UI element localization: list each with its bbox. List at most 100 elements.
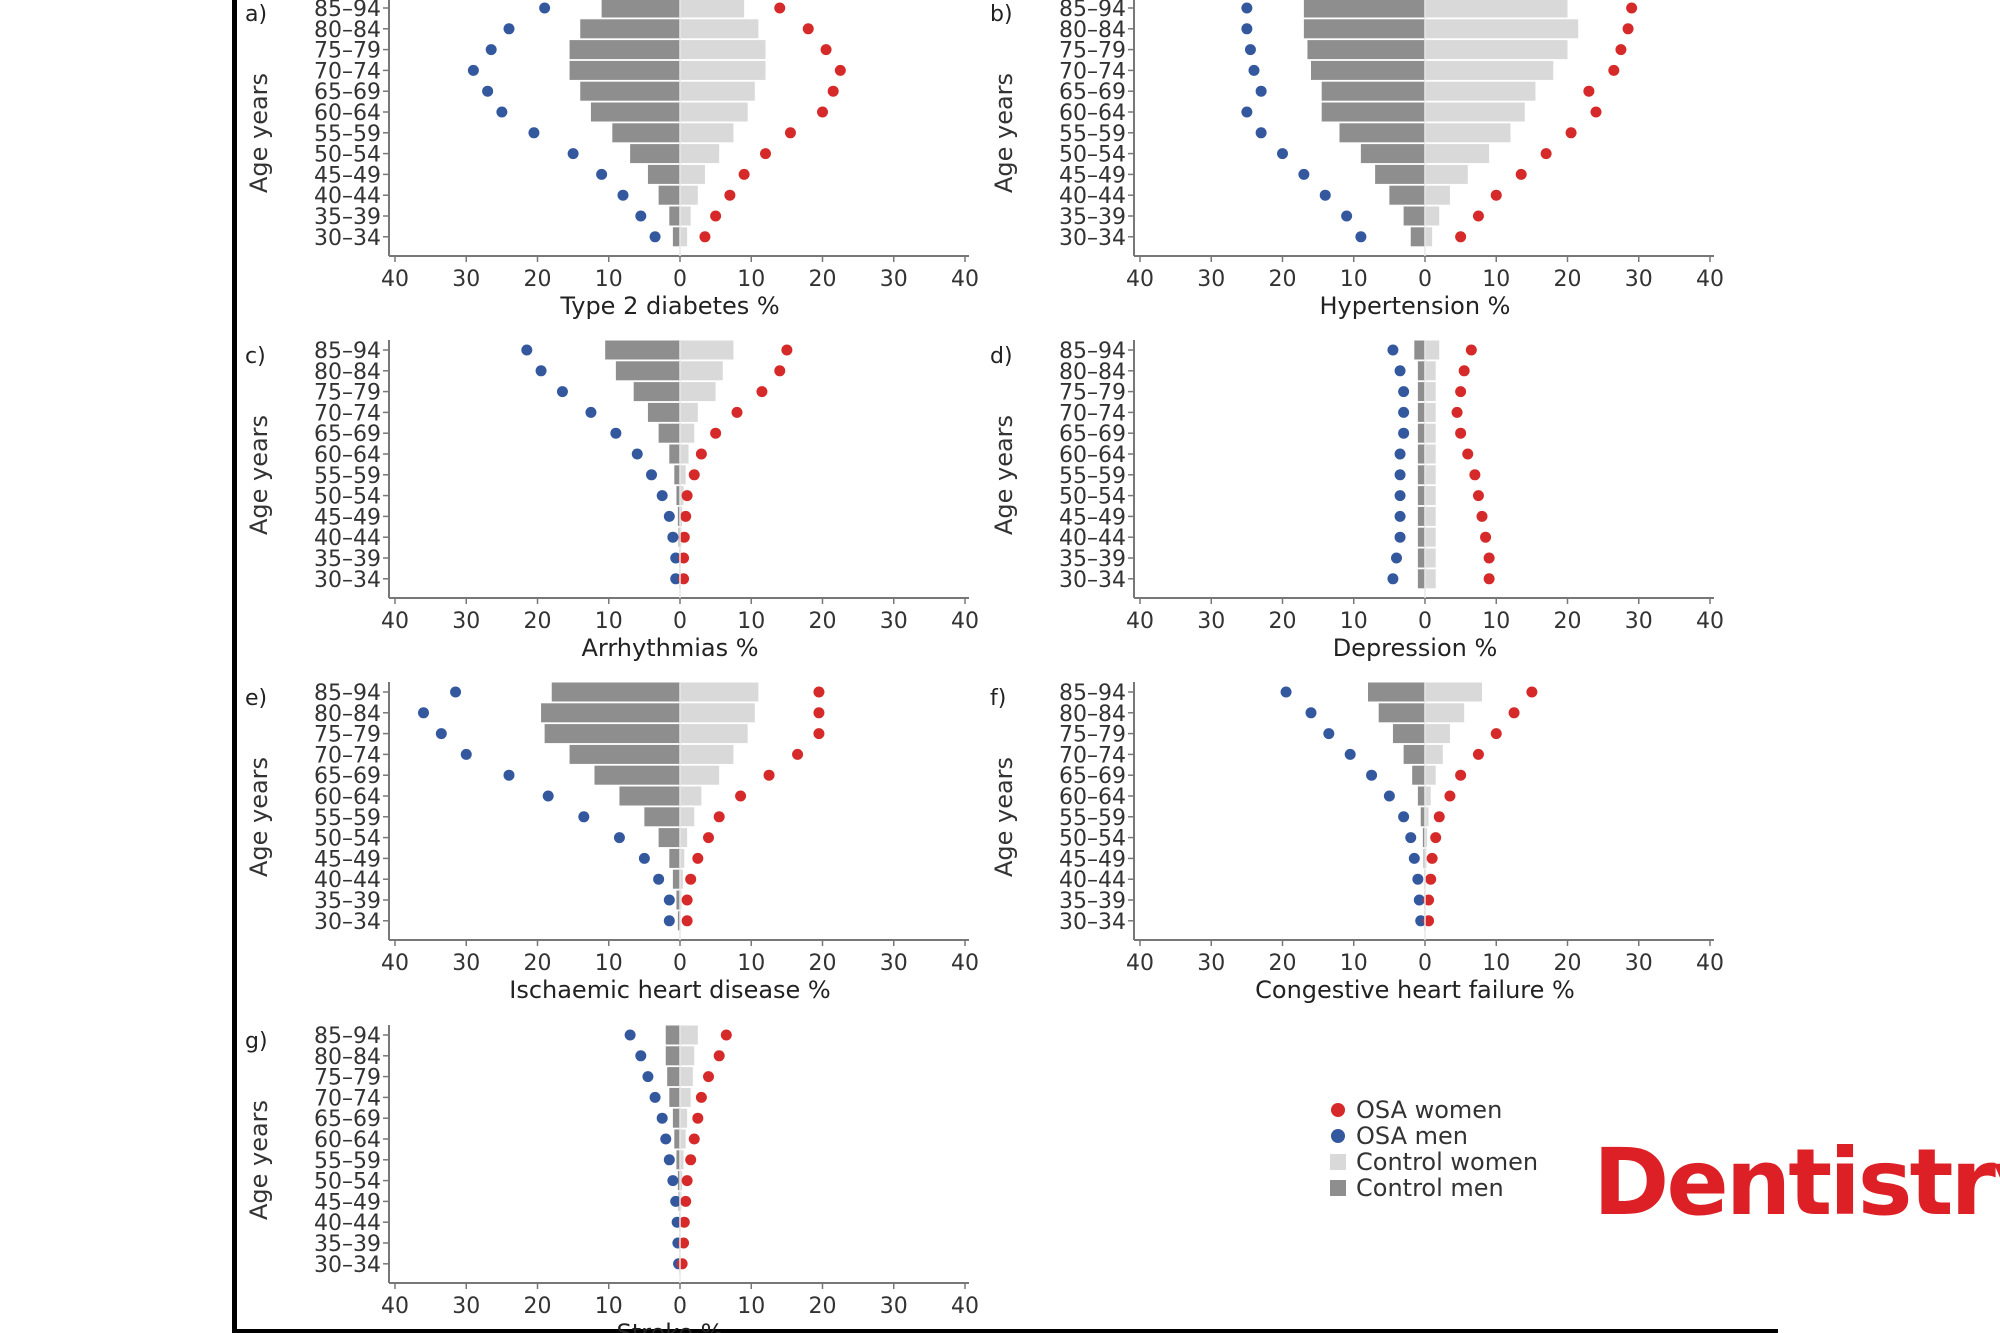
control-women-bar — [680, 102, 748, 122]
y-tick-label: 65–69 — [314, 422, 381, 447]
x-tick-label: 20 — [524, 951, 552, 976]
control-women-bar — [680, 19, 759, 39]
control-women-bar — [1425, 548, 1436, 568]
control-men-bar — [647, 402, 680, 422]
x-tick-label: 0 — [673, 1294, 687, 1319]
control-women-bar — [680, 1087, 691, 1107]
y-tick-label: 75–79 — [1059, 39, 1126, 64]
control-men-bar — [569, 744, 680, 764]
x-tick-label: 0 — [1418, 609, 1432, 634]
control-men-bar — [605, 340, 680, 360]
control-men-bar — [1412, 765, 1425, 785]
x-tick-label: 0 — [673, 609, 687, 634]
osa-men-point — [1255, 85, 1267, 97]
osa-women-point — [713, 811, 725, 823]
control-women-bar — [1425, 527, 1436, 547]
control-women-bar — [1425, 703, 1465, 723]
osa-men-point — [1398, 427, 1410, 439]
y-tick-label: 85–94 — [1059, 681, 1126, 706]
y-axis-title: Age years — [245, 1100, 273, 1220]
osa-women-point — [681, 915, 693, 927]
x-tick-label: 20 — [1554, 267, 1582, 292]
x-tick-label: 30 — [880, 951, 908, 976]
control-men-bar — [619, 786, 680, 806]
x-tick-label: 40 — [951, 609, 979, 634]
control-men-bar — [677, 506, 680, 526]
osa-women-point — [1476, 510, 1488, 522]
osa-women-point — [781, 344, 793, 356]
x-tick-label: 40 — [381, 951, 409, 976]
osa-women-point — [813, 728, 825, 740]
osa-women-point — [1515, 168, 1527, 180]
control-women-bar — [1425, 340, 1440, 360]
control-men-bar — [580, 81, 680, 101]
panel-letter: e) — [245, 686, 267, 711]
y-tick-label: 85–94 — [1059, 0, 1126, 22]
osa-women-point — [1483, 552, 1495, 564]
control-men-bar — [1417, 569, 1425, 589]
control-men-bar — [1303, 19, 1425, 39]
control-women-bar — [680, 828, 688, 848]
control-men-bar — [669, 206, 680, 226]
chart-panel: f) Age years 85–9480–8475–7970–7465–6960–6… — [990, 681, 1724, 1004]
osa-women-point — [1483, 573, 1495, 585]
chart-panel: c) Age years 85–9480–8475–7970–7465–6960–6… — [245, 339, 979, 662]
control-men-bar — [669, 1087, 680, 1107]
legend-label: Control men — [1356, 1174, 1504, 1202]
y-tick-label: 40–44 — [314, 1211, 381, 1236]
legend-swatch-dot — [1331, 1103, 1345, 1117]
y-tick-label: 30–34 — [314, 568, 381, 593]
x-tick-label: 40 — [1696, 951, 1724, 976]
y-tick-label: 35–39 — [314, 205, 381, 230]
x-axis-title: Depression % — [1333, 634, 1498, 662]
y-tick-label: 85–94 — [314, 0, 381, 22]
osa-women-point — [1626, 2, 1638, 14]
y-tick-label: 50–54 — [1059, 485, 1126, 510]
osa-men-point — [503, 23, 515, 35]
control-women-bar — [680, 703, 755, 723]
y-tick-label: 45–49 — [314, 505, 381, 530]
osa-women-point — [1426, 852, 1438, 864]
osa-men-point — [610, 427, 622, 439]
osa-men-point — [578, 811, 590, 823]
osa-men-point — [1394, 490, 1406, 502]
osa-men-point — [467, 64, 479, 76]
osa-women-point — [813, 686, 825, 698]
control-men-bar — [615, 361, 680, 381]
x-tick-label: 10 — [595, 609, 623, 634]
osa-men-point — [670, 573, 682, 585]
y-tick-label: 60–64 — [314, 443, 381, 468]
control-men-bar — [677, 1171, 680, 1191]
x-tick-label: 20 — [524, 609, 552, 634]
y-tick-label: 55–59 — [314, 122, 381, 147]
control-men-bar — [665, 1025, 680, 1045]
control-men-bar — [658, 185, 680, 205]
control-women-bar — [1425, 361, 1436, 381]
osa-men-point — [1394, 531, 1406, 543]
x-tick-label: 10 — [595, 267, 623, 292]
osa-men-point — [667, 1175, 679, 1187]
legend-label: OSA men — [1356, 1122, 1468, 1150]
osa-men-point — [542, 790, 554, 802]
osa-women-point — [1615, 44, 1627, 56]
osa-men-point — [635, 1050, 647, 1062]
figure-bottom-border — [232, 1329, 1778, 1333]
osa-men-point — [1412, 873, 1424, 885]
control-men-bar — [1417, 486, 1425, 506]
x-tick-label: 30 — [880, 1294, 908, 1319]
osa-women-point — [1480, 531, 1492, 543]
y-tick-label: 70–74 — [314, 743, 381, 768]
control-men-bar — [672, 227, 680, 247]
osa-women-point — [774, 2, 786, 14]
chart-panel: d) Age years 85–9480–8475–7970–7465–6960–6… — [990, 339, 1724, 662]
control-men-bar — [669, 848, 680, 868]
control-women-bar — [1425, 164, 1468, 184]
control-men-bar — [676, 890, 680, 910]
osa-men-point — [656, 490, 668, 502]
control-men-bar — [1389, 185, 1425, 205]
control-men-bar — [672, 869, 680, 889]
x-tick-label: 10 — [1482, 267, 1510, 292]
osa-men-point — [1298, 168, 1310, 180]
osa-men-point — [535, 365, 547, 377]
